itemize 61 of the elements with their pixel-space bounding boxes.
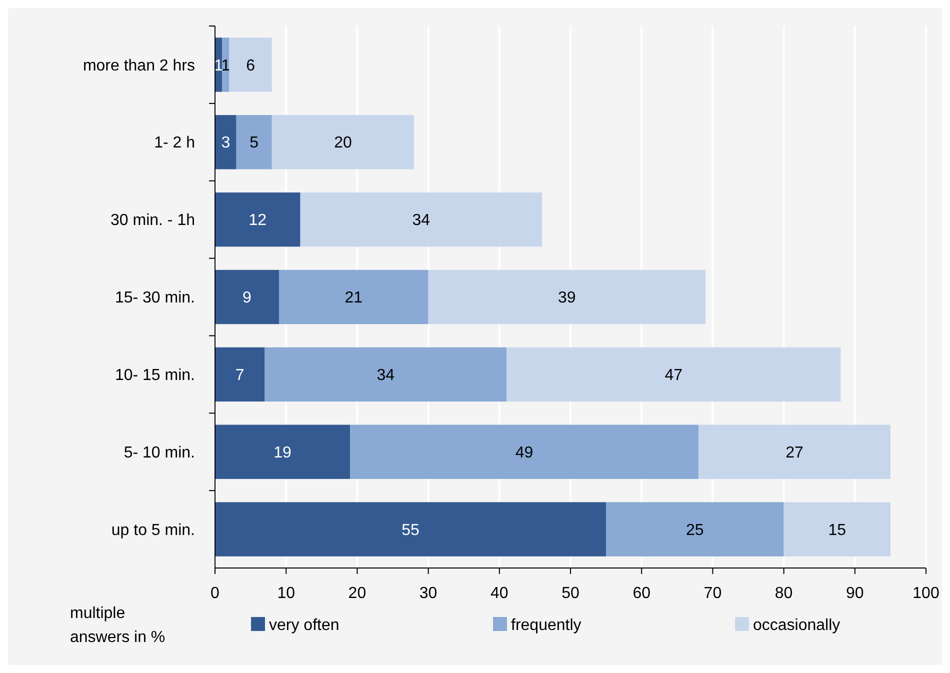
- data-label: 27: [786, 444, 804, 462]
- data-label: 15: [828, 522, 846, 539]
- bar: [784, 502, 890, 556]
- data-label: 6: [246, 57, 256, 74]
- bar: [215, 347, 265, 402]
- x-tick-label: 80: [774, 585, 793, 602]
- data-label: 25: [686, 522, 704, 539]
- data-label: 5: [250, 134, 259, 152]
- bar: [264, 347, 507, 402]
- text: multiple answers in %: [70, 605, 166, 646]
- data-label: 7: [235, 367, 244, 384]
- y-tick-label: 1- 2 h: [154, 134, 195, 152]
- bar: [236, 115, 272, 170]
- bar: [222, 38, 230, 92]
- data-label: 21: [344, 290, 363, 307]
- bar: [215, 115, 236, 170]
- x-tick-label: 10: [277, 585, 296, 602]
- bar: [229, 38, 272, 92]
- x-tick-label: 70: [704, 585, 722, 602]
- legend-label: very often: [269, 617, 340, 634]
- y-tick-label: more than 2 hrs: [82, 57, 195, 74]
- bar: [278, 270, 428, 324]
- legend-label: occasionally: [753, 617, 840, 634]
- bar: [506, 347, 841, 402]
- x-tick-label: 60: [632, 585, 651, 602]
- x-tick-label: 100: [912, 585, 940, 602]
- y-tick-label: up to 5 min.: [111, 522, 195, 539]
- data-label: 49: [515, 444, 534, 462]
- x-tick-label: 90: [846, 585, 864, 602]
- data-label: 9: [242, 290, 252, 307]
- x-tick-label: 50: [562, 585, 580, 602]
- data-label: 47: [664, 367, 683, 384]
- bar: [215, 270, 279, 324]
- x-tick-label: 20: [348, 585, 366, 602]
- bar: [215, 192, 300, 247]
- y-tick-label: 5- 10 min.: [124, 444, 195, 462]
- bar: [215, 424, 350, 479]
- data-label: 1: [214, 57, 224, 74]
- x-tick-label: 0: [210, 585, 220, 602]
- legend-label: frequently: [511, 617, 582, 634]
- y-tick-label: 10- 15 min.: [114, 367, 195, 384]
- data-label: 39: [558, 290, 576, 307]
- bar: [606, 502, 784, 556]
- data-label: 20: [334, 134, 352, 152]
- bar: [350, 424, 698, 479]
- data-label: 19: [274, 444, 292, 462]
- data-label: 3: [221, 134, 230, 152]
- bar: [272, 115, 414, 170]
- data-label: 1: [221, 57, 230, 74]
- bar: [300, 192, 542, 247]
- x-tick-label: 40: [490, 585, 508, 602]
- y-tick-label: 30 min. - 1h: [110, 212, 195, 230]
- y-tick-label: 15- 30 min.: [114, 290, 195, 307]
- bar: [428, 270, 706, 324]
- data-label: 55: [402, 522, 420, 539]
- bar: [215, 502, 606, 556]
- data-label: 34: [376, 367, 395, 384]
- bar: [698, 424, 890, 479]
- data-label: 34: [412, 212, 430, 230]
- x-tick-label: 30: [419, 585, 438, 602]
- data-label: 12: [248, 212, 267, 230]
